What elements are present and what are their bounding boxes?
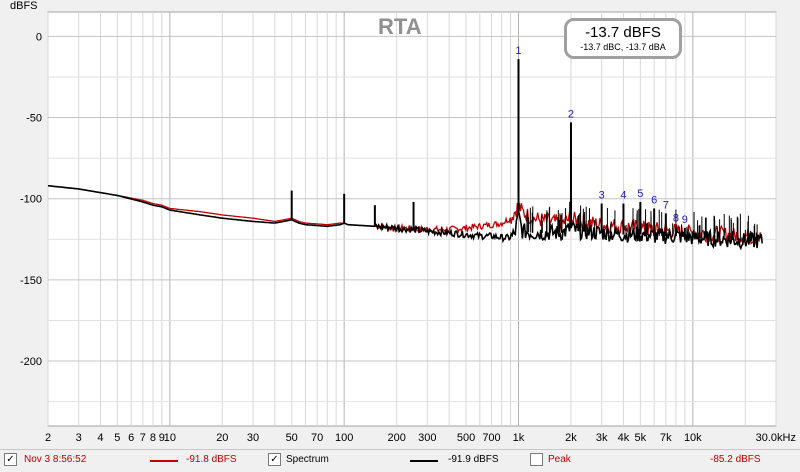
- readout-weighted-values: -13.7 dBC, -13.7 dBA: [580, 42, 666, 52]
- level-readout: -13.7 dBFS -13.7 dBC, -13.7 dBA: [564, 18, 682, 59]
- peak-label: 9: [682, 214, 688, 226]
- x-tick-label: 6: [128, 432, 134, 444]
- peak-label: 6: [651, 194, 657, 206]
- legend-item2-name: Spectrum: [286, 454, 329, 465]
- legend-item1-value: -91.8 dBFS: [186, 454, 237, 465]
- x-tick-label: 5: [114, 432, 120, 444]
- y-tick-label: -200: [20, 356, 42, 368]
- legend-item1-name: Nov 3 8:56:52: [24, 454, 87, 465]
- x-tick-label: 3k: [596, 432, 608, 444]
- legend-item2-swatch: [410, 460, 438, 462]
- y-tick-label: -150: [20, 275, 42, 287]
- x-tick-label: 7: [140, 432, 146, 444]
- x-tick-label: 8: [150, 432, 156, 444]
- x-tick-label: 2k: [565, 432, 577, 444]
- x-tick-label: 70: [311, 432, 323, 444]
- x-tick-label: 20: [216, 432, 228, 444]
- legend-item2-checkbox[interactable]: ✓: [268, 453, 281, 466]
- legend-item2-value: -91.9 dBFS: [448, 454, 499, 465]
- peak-label: 2: [568, 108, 574, 120]
- peak-label: 3: [599, 190, 605, 202]
- x-tick-label: 30: [247, 432, 259, 444]
- x-tick-label: 50: [286, 432, 298, 444]
- x-tick-label: 3: [76, 432, 82, 444]
- x-tick-label: 100: [335, 432, 353, 444]
- legend-item3-name: Peak: [548, 454, 571, 465]
- x-tick-label: 200: [387, 432, 405, 444]
- y-axis-unit-label: dBFS: [10, 0, 38, 12]
- legend-bar: ✓ Nov 3 8:56:52 -91.8 dBFS ✓ Spectrum -9…: [0, 449, 800, 472]
- x-tick-label: 2: [45, 432, 51, 444]
- legend-item1-checkbox[interactable]: ✓: [4, 453, 17, 466]
- x-tick-label: 30.0kHz: [756, 432, 796, 444]
- y-tick-label: -100: [20, 194, 42, 206]
- legend-item1-swatch: [150, 460, 178, 462]
- readout-main-value: -13.7 dBFS: [585, 24, 661, 41]
- peak-label: 7: [663, 199, 669, 211]
- peak-label: 5: [637, 188, 643, 200]
- legend-item3-checkbox[interactable]: [530, 453, 543, 466]
- y-tick-label: 0: [36, 31, 42, 43]
- rta-chart: 2 3 4 5 6 7 8 910 20 30 50 70 100 200 300 500 700 1k 2k 3k 4…: [20, 11, 796, 444]
- x-tick-label: 500: [457, 432, 475, 444]
- x-tick-label: 10: [164, 432, 176, 444]
- x-tick-label: 4: [97, 432, 103, 444]
- x-tick-label: 4k: [618, 432, 630, 444]
- x-tick-label: 300: [418, 432, 436, 444]
- y-tick-label: -50: [26, 113, 42, 125]
- x-tick-label: 1k: [513, 432, 525, 444]
- peak-label: 1: [515, 45, 521, 57]
- x-tick-label: 5k: [635, 432, 647, 444]
- x-tick-label: 10k: [684, 432, 702, 444]
- peak-label: 4: [620, 190, 626, 202]
- x-tick-label: 700: [482, 432, 500, 444]
- legend-item3-value: -85.2 dBFS: [710, 454, 761, 465]
- x-tick-label: 7k: [660, 432, 672, 444]
- chart-title: RTA: [378, 14, 422, 39]
- x-tick-label: 9: [159, 432, 165, 444]
- series-line-2: [47, 184, 763, 251]
